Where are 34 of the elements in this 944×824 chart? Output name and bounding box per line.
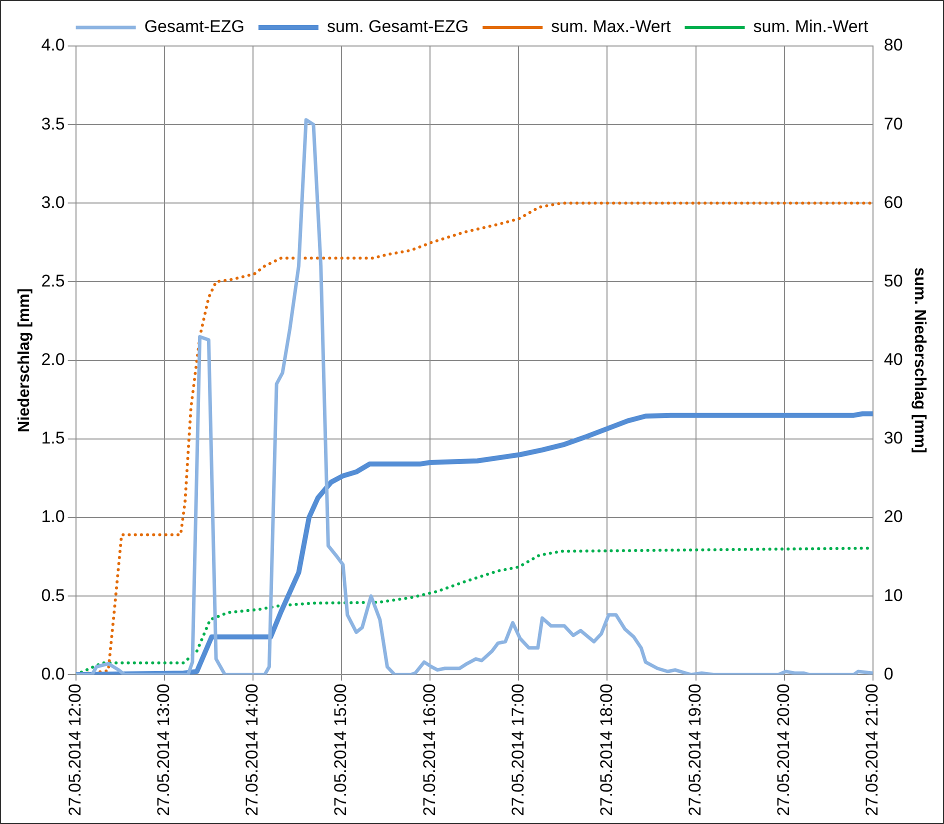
y2-tick-label: 0	[884, 664, 894, 684]
legend-label: Gesamt-EZG	[144, 17, 244, 36]
y-tick-label: 3.5	[41, 114, 65, 134]
y-tick-label: 0.5	[41, 586, 65, 605]
x-tick-label: 27.05.2014 13:00	[154, 684, 174, 816]
x-tick-label: 27.05.2014 20:00	[774, 684, 794, 816]
y-tick-label: 0.0	[41, 664, 65, 684]
legend-label: sum. Min.-Wert	[753, 17, 868, 36]
y-tick-label: 1.5	[41, 428, 65, 448]
y-tick-label: 2.0	[41, 350, 65, 370]
y2-tick-label: 40	[884, 350, 903, 370]
y2-tick-label: 80	[884, 36, 903, 55]
x-tick-label: 27.05.2014 21:00	[862, 684, 882, 816]
y-tick-label: 2.5	[41, 271, 65, 290]
x-tick-label: 27.05.2014 15:00	[331, 684, 350, 816]
y2-axis-title: sum. Niederschlag [mm]	[910, 267, 928, 454]
y2-tick-label: 70	[884, 114, 903, 134]
y2-tick-label: 30	[884, 428, 903, 448]
y2-tick-label: 50	[884, 271, 903, 290]
legend-label: sum. Max.-Wert	[551, 17, 672, 36]
y-tick-label: 3.0	[41, 192, 65, 212]
x-tick-label: 27.05.2014 18:00	[596, 684, 616, 816]
x-tick-label: 27.05.2014 14:00	[242, 684, 262, 816]
y-tick-label: 1.0	[41, 507, 65, 526]
legend-label: sum. Gesamt-EZG	[326, 17, 469, 36]
x-tick-label: 27.05.2014 19:00	[685, 684, 704, 816]
y2-tick-label: 10	[884, 586, 903, 605]
x-tick-label: 27.05.2014 12:00	[66, 684, 85, 816]
y2-tick-label: 60	[884, 192, 903, 212]
y2-tick-label: 20	[884, 507, 903, 526]
y-tick-label: 4.0	[41, 36, 65, 55]
x-tick-label: 27.05.2014 16:00	[420, 684, 439, 816]
y-axis-title: Niederschlag [mm]	[16, 288, 34, 432]
x-tick-label: 27.05.2014 17:00	[508, 684, 528, 816]
